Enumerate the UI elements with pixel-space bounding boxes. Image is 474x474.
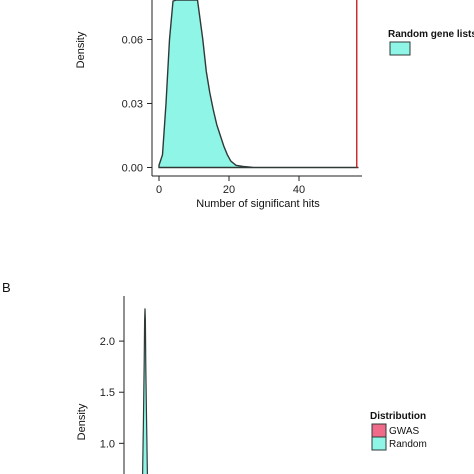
y-tick-label: 1.5 <box>100 387 115 399</box>
legend: Random gene lists <box>388 29 474 56</box>
panel-letter: B <box>2 280 11 295</box>
x-tick-label: 20 <box>223 184 235 196</box>
legend-title: Distribution <box>370 411 426 422</box>
y-ticks: 0.00 0.03 0.06 <box>122 34 152 174</box>
y-tick-label: 0.03 <box>122 98 143 110</box>
legend-label-gwas: GWAS <box>389 426 420 437</box>
x-tick-label: 0 <box>156 184 162 196</box>
legend-swatch <box>389 41 411 56</box>
legend-entry-label: Random gene lists <box>388 29 474 40</box>
random-density-area <box>142 308 148 474</box>
x-ticks: 0 20 40 <box>156 176 305 196</box>
y-tick-label: 0.06 <box>122 34 143 46</box>
x-tick-label: 40 <box>293 184 305 196</box>
y-axis-label: Density <box>76 403 88 440</box>
panel-a: 0.00 0.03 0.06 0 20 40 Density Number of sig… <box>75 0 474 210</box>
y-ticks: 1.0 1.5 2.0 <box>100 336 124 450</box>
x-axis-label: Number of significant hits <box>196 198 320 210</box>
random-density-area <box>158 0 359 169</box>
legend-swatch-random <box>371 436 387 451</box>
y-tick-label: 0.00 <box>122 162 143 174</box>
legend-swatch-gwas <box>371 423 387 438</box>
panel-b: B 1.0 1.5 2.0 Density Distribution GWAS Ra… <box>2 280 427 474</box>
legend-label-random: Random <box>389 439 427 450</box>
y-tick-label: 1.0 <box>100 438 115 450</box>
legend: Distribution GWAS Random <box>370 411 427 451</box>
y-tick-label: 2.0 <box>100 336 115 348</box>
y-axis-label: Density <box>75 31 87 68</box>
